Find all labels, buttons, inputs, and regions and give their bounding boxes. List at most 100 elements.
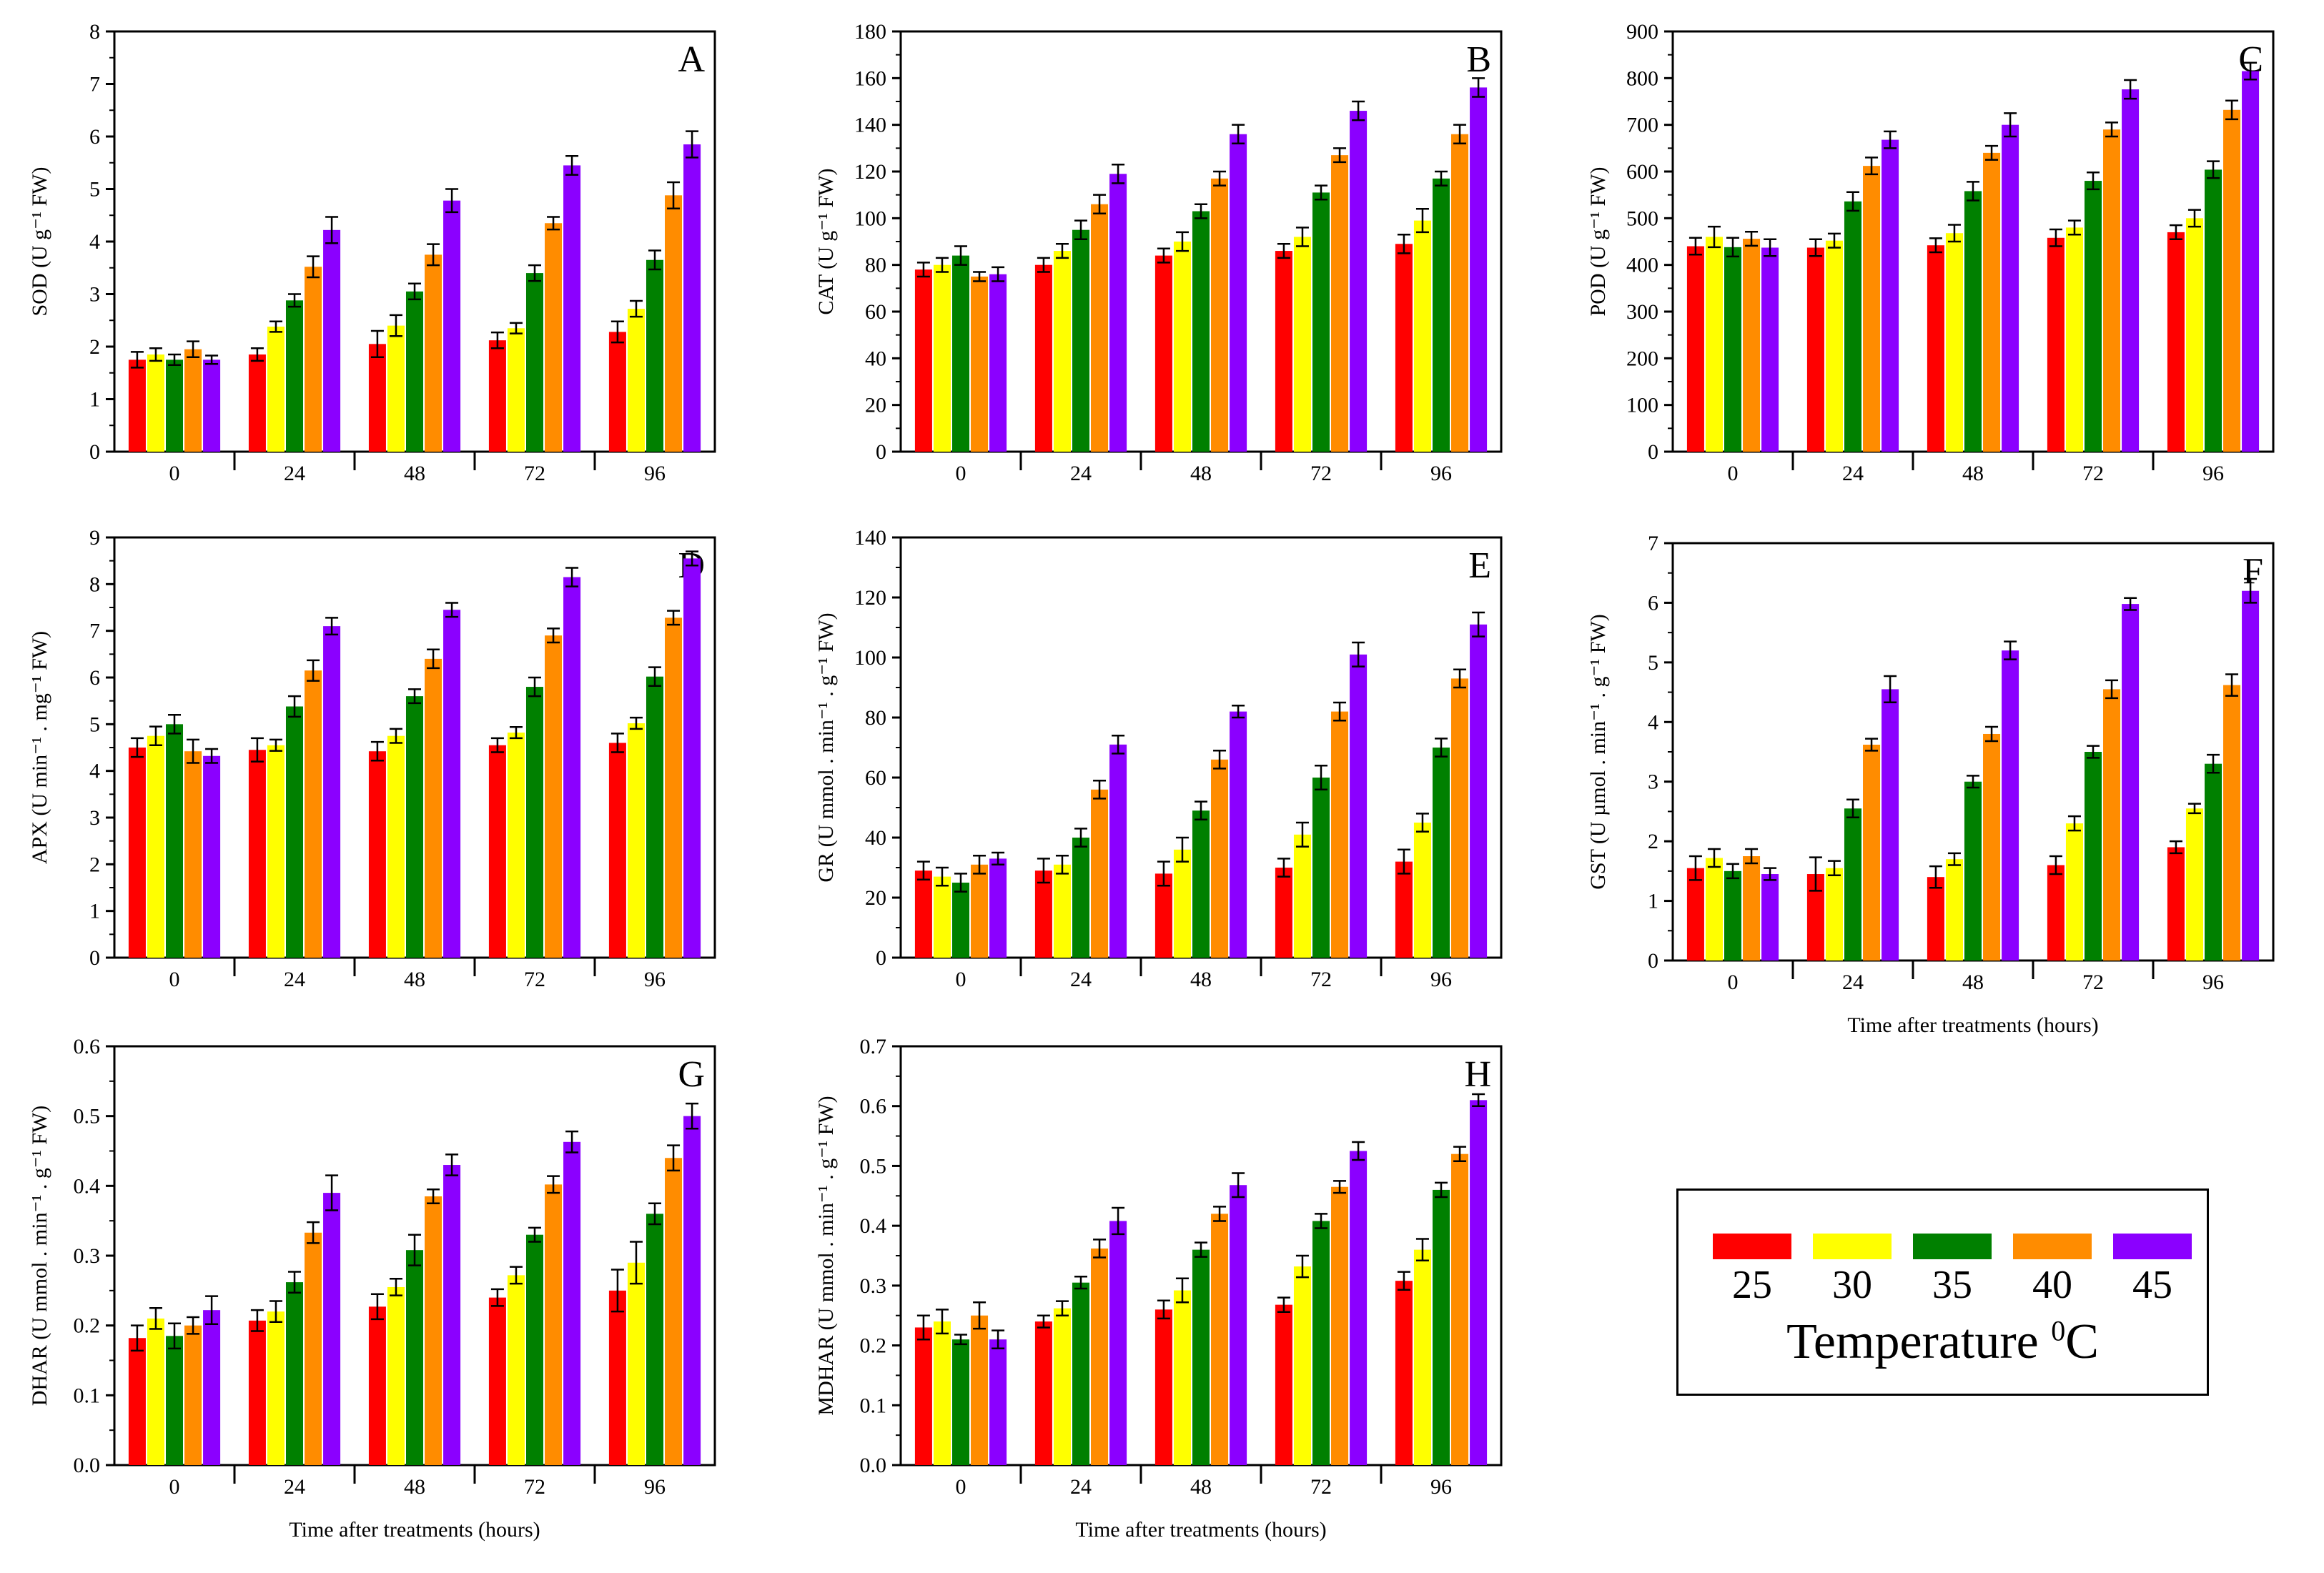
bar-30C-24h bbox=[1825, 868, 1843, 961]
bar-40C-48h bbox=[1211, 178, 1229, 452]
y-tick-label: 0.2 bbox=[74, 1314, 101, 1338]
y-tick-label: 500 bbox=[1626, 207, 1658, 230]
panel-letter: G bbox=[678, 1054, 705, 1095]
bar-40C-96h bbox=[665, 1158, 683, 1465]
y-axis-label: MDHAR (U mmol . min⁻¹ . g⁻¹ FW) bbox=[814, 1096, 838, 1415]
bar-45C-72h bbox=[2122, 604, 2140, 961]
x-tick-label: 48 bbox=[404, 968, 425, 991]
bar-35C-96h bbox=[2204, 763, 2222, 961]
bar-35C-0h bbox=[1724, 247, 1742, 452]
bar-40C-72h bbox=[2103, 129, 2121, 452]
bar-45C-0h bbox=[989, 858, 1007, 958]
x-axis-label: Time after treatments (hours) bbox=[1075, 1518, 1326, 1542]
bar-40C-96h bbox=[665, 195, 683, 452]
bar-35C-72h bbox=[1312, 778, 1330, 958]
bar-25C-24h bbox=[248, 750, 266, 958]
bar-40C-48h bbox=[425, 1196, 442, 1465]
chart-H: 0.0 0.1 0.2 0.3 0.4 0.5 0.6 0.7 MDHAR (U mmol . … bbox=[814, 1035, 1503, 1542]
x-tick-label: 0 bbox=[956, 1475, 966, 1499]
bar-30C-24h bbox=[267, 1311, 285, 1465]
bar-30C-0h bbox=[1705, 858, 1723, 961]
bar-40C-96h bbox=[2223, 685, 2241, 961]
bar-45C-0h bbox=[203, 359, 221, 452]
y-axis-label: GST (U µmol . min⁻¹ . g⁻¹ FW) bbox=[1586, 614, 1610, 890]
bar-40C-24h bbox=[305, 267, 322, 452]
bar-40C-72h bbox=[1331, 1186, 1349, 1465]
bar-30C-96h bbox=[627, 309, 645, 452]
bar-25C-48h bbox=[368, 751, 386, 958]
x-tick-label: 96 bbox=[1430, 1475, 1452, 1499]
bar-30C-96h bbox=[2185, 218, 2203, 452]
bar-45C-48h bbox=[1230, 134, 1247, 452]
bar-30C-48h bbox=[1173, 1290, 1191, 1465]
y-tick-label: 3 bbox=[89, 806, 100, 830]
bar-40C-24h bbox=[1863, 744, 1881, 961]
x-tick-label: 72 bbox=[1310, 462, 1332, 485]
bar-30C-96h bbox=[2185, 808, 2203, 961]
bar-25C-24h bbox=[248, 354, 266, 452]
bar-40C-0h bbox=[184, 751, 202, 958]
bar-45C-24h bbox=[1109, 1221, 1127, 1465]
bar-45C-72h bbox=[563, 165, 581, 452]
x-tick-label: 24 bbox=[284, 968, 305, 991]
chart-B: 0 20 40 60 80 100 120 140 160 180 CAT (U g⁻¹ FW) B 0… bbox=[814, 20, 1503, 485]
y-tick-label: 160 bbox=[854, 66, 886, 90]
bar-35C-24h bbox=[285, 1282, 304, 1465]
legend-title-unit: C bbox=[2065, 1314, 2099, 1369]
bar-45C-0h bbox=[1761, 874, 1779, 961]
bar-25C-96h bbox=[2167, 232, 2185, 452]
bar-35C-24h bbox=[1072, 229, 1090, 452]
bar-30C-72h bbox=[1293, 1266, 1311, 1465]
bar-45C-0h bbox=[989, 1339, 1007, 1465]
bar-40C-96h bbox=[1451, 134, 1469, 452]
bar-25C-72h bbox=[2047, 865, 2065, 961]
bar-25C-0h bbox=[128, 748, 146, 958]
bar-45C-48h bbox=[2002, 650, 2019, 961]
bar-40C-48h bbox=[1983, 152, 2001, 452]
bar-30C-24h bbox=[1053, 864, 1071, 958]
y-tick-label: 7 bbox=[89, 620, 100, 643]
bar-35C-96h bbox=[646, 676, 664, 958]
bar-25C-0h bbox=[1686, 246, 1704, 452]
bar-45C-24h bbox=[1109, 174, 1127, 452]
y-tick-label: 5 bbox=[89, 713, 100, 736]
y-tick-label: 4 bbox=[1648, 710, 1658, 734]
y-tick-label: 6 bbox=[89, 666, 100, 690]
bar-25C-0h bbox=[914, 269, 932, 452]
bar-30C-72h bbox=[1293, 834, 1311, 958]
panel-letter: H bbox=[1464, 1054, 1491, 1095]
y-tick-label: 900 bbox=[1626, 20, 1658, 44]
bar-30C-24h bbox=[267, 327, 285, 452]
bar-25C-72h bbox=[1275, 1304, 1292, 1465]
y-tick-label: 600 bbox=[1626, 160, 1658, 184]
x-tick-label: 72 bbox=[524, 1475, 545, 1499]
bar-30C-72h bbox=[1293, 237, 1311, 452]
bar-30C-0h bbox=[147, 1318, 164, 1465]
bar-35C-48h bbox=[405, 291, 424, 452]
bar-45C-72h bbox=[563, 1141, 581, 1465]
bar-25C-24h bbox=[1034, 870, 1052, 958]
y-tick-label: 800 bbox=[1626, 66, 1658, 90]
y-tick-label: 0 bbox=[876, 946, 886, 970]
x-tick-label: 72 bbox=[2082, 971, 2104, 994]
bar-25C-48h bbox=[1927, 245, 1944, 452]
y-tick-label: 0.7 bbox=[860, 1035, 887, 1058]
bar-30C-48h bbox=[1173, 849, 1191, 958]
y-tick-label: 0.0 bbox=[74, 1454, 101, 1477]
y-tick-label: 1 bbox=[89, 388, 100, 412]
bar-40C-72h bbox=[1331, 711, 1349, 958]
panel-letter: F bbox=[2243, 551, 2263, 592]
bar-30C-96h bbox=[1413, 823, 1431, 958]
bar-40C-0h bbox=[971, 864, 989, 958]
bar-40C-24h bbox=[305, 1232, 322, 1465]
y-tick-label: 3 bbox=[1648, 770, 1658, 794]
bar-30C-72h bbox=[507, 1275, 525, 1465]
bar-25C-96h bbox=[608, 743, 626, 958]
bar-35C-24h bbox=[285, 706, 304, 958]
bar-30C-48h bbox=[1945, 233, 1963, 452]
bar-45C-48h bbox=[2002, 124, 2019, 452]
chart-A: 0 1 2 3 4 5 6 7 8 SOD (U g⁻¹ FW) A 0 24 48 72 96 bbox=[28, 20, 716, 485]
x-tick-label: 48 bbox=[1962, 462, 1984, 485]
x-tick-label: 0 bbox=[169, 1475, 180, 1499]
x-tick-label: 96 bbox=[1430, 462, 1452, 485]
